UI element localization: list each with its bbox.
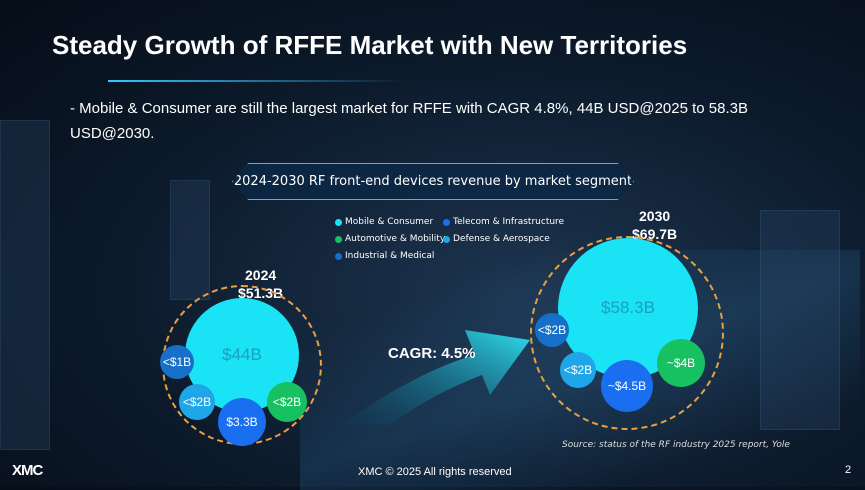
- chart-title-banner: 2024-2030 RF front-end devices revenue b…: [232, 163, 634, 200]
- legend-label: Telecom & Infrastructure: [453, 217, 565, 227]
- bubble-auto-2030: ~$4B: [657, 339, 705, 387]
- legend-dot: [335, 252, 342, 260]
- legend-dot: [443, 235, 450, 243]
- slide-subtitle: - Mobile & Consumer are still the larges…: [70, 100, 748, 142]
- bubble-industrial-2024: <$1B: [160, 345, 194, 379]
- bubble-telecom-2030: ~$4.5B: [601, 360, 653, 412]
- legend-defense: Defense & Aerospace: [443, 234, 550, 244]
- legend-dot: [335, 235, 342, 243]
- legend-telecom: Telecom & Infrastructure: [443, 217, 564, 227]
- legend-auto: Automotive & Mobility: [335, 234, 445, 244]
- bubble-defense-2030: <$2B: [560, 352, 596, 388]
- legend-industrial: Industrial & Medical: [335, 251, 434, 261]
- legend-dot: [335, 218, 342, 226]
- legend-label: Industrial & Medical: [345, 251, 435, 261]
- footer-copyright: XMC © 2025 All rights reserved: [358, 466, 512, 478]
- cagr-label: CAGR: 4.5%: [388, 345, 476, 362]
- background-building: [0, 120, 50, 450]
- bubble-telecom-2024: $3.3B: [218, 398, 266, 446]
- legend-label: Defense & Aerospace: [453, 234, 550, 244]
- bubble-industrial-2030: <$2B: [535, 313, 569, 347]
- xmc-logo: XMC: [12, 462, 43, 479]
- slide-title: Steady Growth of RFFE Market with New Te…: [52, 30, 688, 60]
- year: 2024: [245, 267, 277, 283]
- bubble-auto-2024: <$2B: [267, 382, 307, 422]
- legend-label: Mobile & Consumer: [345, 217, 434, 227]
- title-underline: [108, 80, 408, 82]
- growth-arrow: [340, 330, 530, 425]
- bubble-defense-2024: <$2B: [179, 384, 215, 420]
- legend-dot: [443, 218, 450, 226]
- source-note: Source: status of the RF industry 2025 r…: [562, 440, 790, 450]
- year: 2030: [639, 208, 671, 224]
- legend-label: Automotive & Mobility: [345, 234, 446, 244]
- legend-mobile: Mobile & Consumer: [335, 217, 433, 227]
- background-building: [170, 180, 210, 300]
- page-number: 2: [845, 464, 852, 476]
- chart-title: 2024-2030 RF front-end devices revenue b…: [233, 174, 633, 189]
- background-building: [760, 210, 840, 430]
- total-ring-2030: [530, 236, 724, 430]
